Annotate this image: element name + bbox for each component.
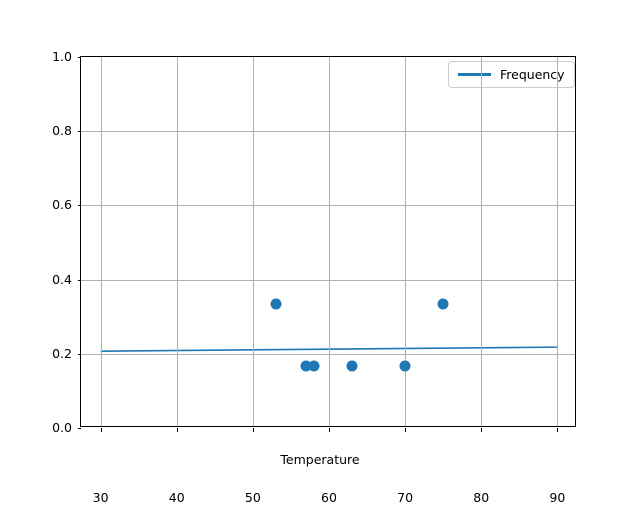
y-tick-label: 1.0 [52,49,72,64]
x-gridline [252,57,254,426]
x-gridline [100,57,102,426]
x-tick-label: 60 [321,490,337,505]
x-tick-label: 30 [92,490,109,505]
plot-area: Frequency 30 40 50 60 70 80 90 0.0 0.2 0.4 0.6 0.8 1… [52,50,576,505]
x-tick-label: 40 [168,490,185,505]
y-tick-mark [77,279,81,281]
x-gridline [557,57,559,426]
y-tick-mark [77,428,81,429]
y-tick-mark [77,57,81,58]
y-tick-label: 0.4 [52,271,72,287]
x-tick-mark [405,428,407,432]
scatter-point [399,360,411,372]
x-tick-label: 50 [244,490,261,505]
y-tick-mark [77,353,81,355]
x-tick-mark [100,428,102,432]
y-tick-mark [77,205,81,207]
legend-line-swatch [458,73,491,76]
scatter-point [308,360,320,372]
y-tick-label: 0.8 [52,123,72,139]
x-tick-label: 70 [397,490,414,505]
y-tick-label: 0.0 [52,420,72,435]
chart-legend[interactable]: Frequency [448,61,575,88]
y-gridline [81,205,575,207]
y-tick-label: 0.6 [52,197,72,213]
x-tick-mark [329,428,330,432]
y-gridline [81,353,575,355]
x-tick-mark [252,428,254,432]
x-axis-label: Temperature [280,452,360,467]
x-gridline [481,57,483,426]
legend-label-frequency: Frequency [500,67,565,82]
y-gridline [81,131,575,133]
x-tick-label: 80 [473,490,490,505]
x-tick-mark [557,428,559,432]
scatter-point [270,298,282,310]
x-gridline [329,57,330,426]
y-tick-label: 0.2 [52,345,72,361]
x-tick-mark [176,428,178,432]
scatter-point [437,298,449,310]
scatter-point [346,360,358,372]
x-tick-label: 90 [549,490,566,505]
x-tick-mark [481,428,483,432]
chart-figure: Frequency 30 40 50 60 70 80 90 0.0 0.2 0.4 0.6 0.8 1… [52,49,576,505]
scatter-point [300,360,312,372]
x-gridline [176,57,178,426]
y-gridline [81,279,575,281]
y-tick-mark [77,131,81,133]
x-gridline [405,57,407,426]
